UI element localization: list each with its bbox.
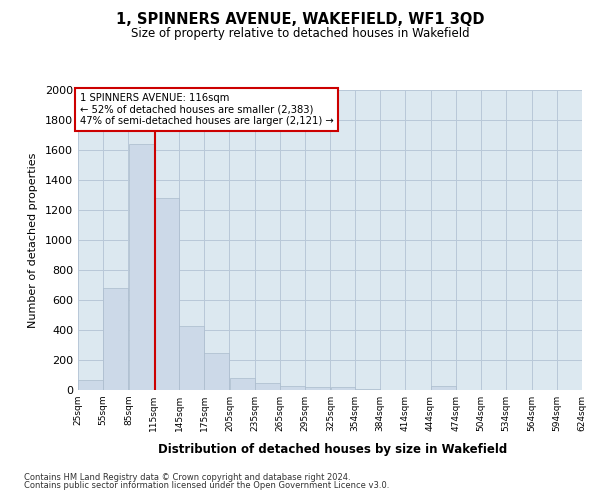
- Y-axis label: Number of detached properties: Number of detached properties: [28, 152, 38, 328]
- Bar: [128, 144, 154, 390]
- Bar: [331, 388, 355, 390]
- Bar: [431, 386, 455, 390]
- Bar: [305, 386, 330, 390]
- Text: Size of property relative to detached houses in Wakefield: Size of property relative to detached ho…: [131, 28, 469, 40]
- Bar: [103, 288, 128, 390]
- Bar: [78, 380, 103, 390]
- Bar: [280, 386, 305, 390]
- Bar: [230, 378, 254, 390]
- Bar: [179, 326, 204, 390]
- Text: Contains HM Land Registry data © Crown copyright and database right 2024.: Contains HM Land Registry data © Crown c…: [24, 472, 350, 482]
- Bar: [205, 352, 229, 390]
- Bar: [355, 389, 380, 390]
- Text: 1 SPINNERS AVENUE: 116sqm
← 52% of detached houses are smaller (2,383)
47% of se: 1 SPINNERS AVENUE: 116sqm ← 52% of detac…: [80, 93, 334, 126]
- Text: 1, SPINNERS AVENUE, WAKEFIELD, WF1 3QD: 1, SPINNERS AVENUE, WAKEFIELD, WF1 3QD: [116, 12, 484, 28]
- Text: Contains public sector information licensed under the Open Government Licence v3: Contains public sector information licen…: [24, 481, 389, 490]
- Bar: [154, 198, 179, 390]
- Bar: [255, 382, 280, 390]
- Text: Distribution of detached houses by size in Wakefield: Distribution of detached houses by size …: [158, 442, 508, 456]
